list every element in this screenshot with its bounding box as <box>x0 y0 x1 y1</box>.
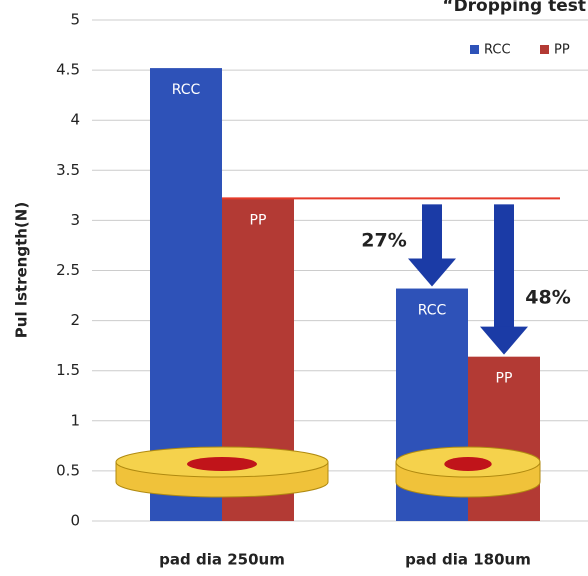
pad-center <box>444 457 492 471</box>
arrow-shaft <box>422 204 442 260</box>
y-tick-label: 5 <box>70 11 80 29</box>
legend-swatch <box>470 45 479 54</box>
bar-label: PP <box>496 371 513 387</box>
y-tick-label: 4.5 <box>56 61 80 79</box>
pad-center <box>187 457 257 471</box>
y-tick-label: 3.5 <box>56 161 80 179</box>
annotation: 27% <box>361 230 406 252</box>
legend-label: RCC <box>484 43 511 58</box>
x-tick-label: pad dia 250um <box>159 551 285 569</box>
legend-swatch <box>540 45 549 54</box>
bar-label: PP <box>250 212 267 228</box>
y-tick-label: 1.5 <box>56 361 80 379</box>
arrow-head <box>408 259 456 287</box>
chart-title: “Dropping test <box>442 0 586 16</box>
y-tick-label: 2.5 <box>56 261 80 279</box>
y-tick-label: 1 <box>70 411 80 429</box>
arrow-shaft <box>494 204 514 328</box>
y-tick-label: 3 <box>70 211 80 229</box>
y-tick-label: 2 <box>70 311 80 329</box>
y-tick-label: 0.5 <box>56 461 80 479</box>
y-axis-label: Pul lstrength(N) <box>13 202 31 338</box>
arrow-head <box>480 327 528 355</box>
annotation: 48% <box>525 287 570 309</box>
legend-label: PP <box>554 43 570 58</box>
y-tick-label: 4 <box>70 111 80 129</box>
y-tick-label: 0 <box>70 512 80 530</box>
x-tick-label: pad dia 180um <box>405 551 531 569</box>
chart: “Dropping test Pul lstrength(N) 0 0.5 1 1.5… <box>0 0 588 576</box>
bar-label: RCC <box>418 303 447 319</box>
bar-label: RCC <box>172 82 201 98</box>
